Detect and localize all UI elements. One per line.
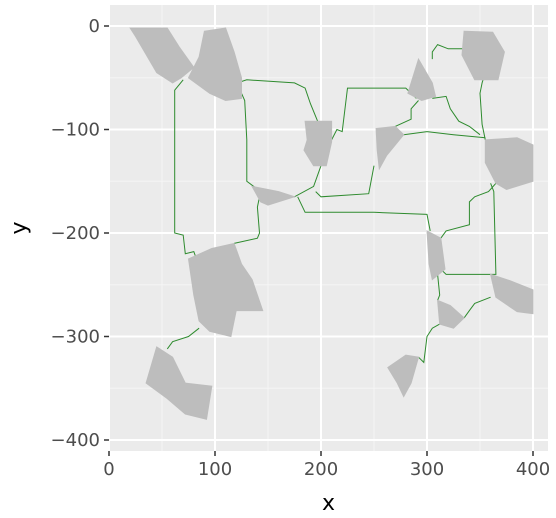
y-tick-label: −100 — [51, 120, 100, 141]
y-tick-label: 0 — [89, 16, 100, 37]
path-16 — [437, 274, 441, 301]
connector-paths — [166, 43, 497, 364]
region-8 — [251, 185, 297, 206]
y-tick-label: −300 — [51, 327, 100, 348]
path-18 — [418, 323, 440, 364]
y-tick-label: −200 — [51, 223, 100, 244]
x-axis-title: x — [322, 491, 335, 516]
x-tick-label: 100 — [198, 459, 232, 480]
x-tick-label: 300 — [410, 459, 444, 480]
region-7 — [484, 137, 534, 191]
path-9 — [394, 100, 419, 127]
path-17 — [463, 296, 491, 319]
region-4 — [375, 125, 405, 171]
region-1 — [129, 27, 195, 84]
region-2 — [187, 27, 242, 102]
x-tick-label: 200 — [304, 459, 338, 480]
region-9 — [426, 230, 446, 281]
region-13 — [387, 354, 420, 398]
path-8 — [331, 87, 417, 141]
x-tick-label: 0 — [103, 459, 114, 480]
path-10 — [432, 95, 481, 136]
path-13 — [440, 182, 497, 239]
y-tick-label: −400 — [51, 430, 100, 451]
region-6 — [461, 30, 505, 81]
path-11 — [431, 43, 465, 60]
region-3 — [303, 120, 333, 167]
path-4 — [297, 196, 431, 231]
region-10 — [187, 242, 264, 338]
x-axis: 0 100 200 300 400 — [103, 451, 550, 480]
path-7 — [403, 131, 486, 139]
path-14 — [490, 183, 497, 275]
path-6 — [315, 165, 375, 198]
polygon-regions — [129, 27, 534, 420]
path-1 — [174, 79, 200, 267]
path-15 — [440, 268, 491, 275]
path-19 — [166, 327, 200, 350]
y-axis: 0 −100 −200 −300 −400 — [51, 16, 109, 451]
path-2 — [227, 79, 320, 125]
region-14 — [145, 346, 213, 420]
region-12 — [437, 299, 465, 329]
x-tick-label: 400 — [516, 459, 550, 480]
y-axis-title: y — [7, 221, 32, 234]
region-5 — [407, 57, 437, 102]
region-11 — [489, 273, 534, 315]
